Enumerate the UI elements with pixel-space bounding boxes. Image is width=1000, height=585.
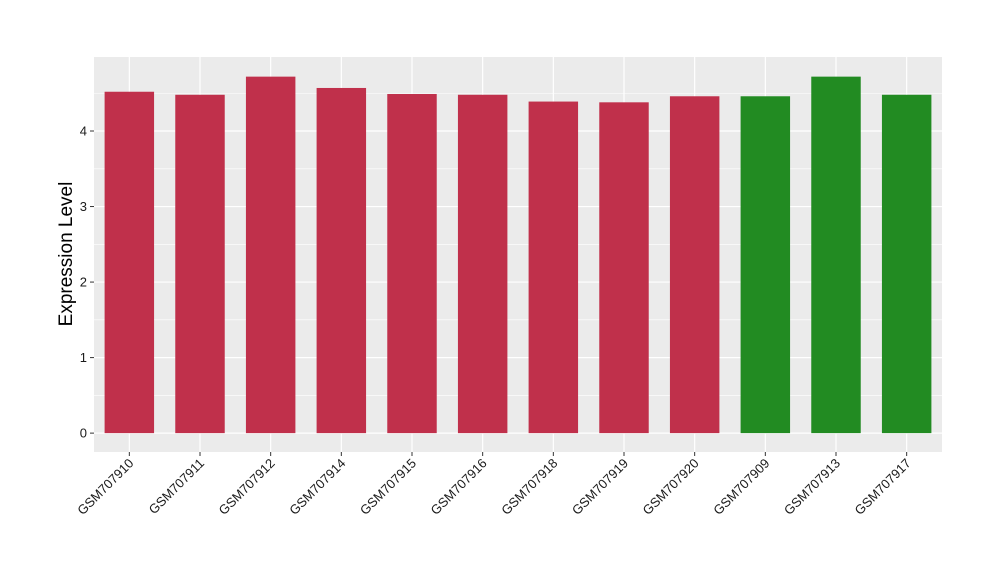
y-axis-label: Expression Level <box>56 182 77 327</box>
x-tick-label: GSM707910 <box>74 456 136 518</box>
bar <box>387 94 437 434</box>
minor-gridlines <box>94 92 942 396</box>
x-tick-label: GSM707918 <box>498 456 560 518</box>
x-tick-label: GSM707912 <box>216 456 278 518</box>
bar <box>316 87 367 434</box>
x-tick-label: GSM707920 <box>640 456 702 518</box>
plot-panel <box>94 57 942 452</box>
bar <box>245 76 296 434</box>
bar <box>669 96 720 434</box>
x-tick-label: GSM707915 <box>357 456 419 518</box>
x-tick-label: GSM707919 <box>569 456 631 518</box>
bar <box>881 94 932 434</box>
bar <box>457 94 508 434</box>
y-tick-label: 3 <box>80 199 87 214</box>
bar <box>811 76 861 434</box>
bar <box>528 101 579 434</box>
y-tick-label: 2 <box>80 275 87 290</box>
y-tick-label: 1 <box>80 350 87 365</box>
y-axis: 0 1 2 3 4 <box>80 124 94 441</box>
bar <box>175 94 225 434</box>
bar <box>104 91 155 434</box>
y-tick-label: 0 <box>80 426 87 441</box>
x-tick-label: GSM707917 <box>852 456 914 518</box>
x-tick-label: GSM707916 <box>428 456 490 518</box>
x-tick-label: GSM707911 <box>146 456 208 518</box>
bar <box>740 96 791 434</box>
bar <box>599 102 649 434</box>
x-tick-label: GSM707909 <box>710 456 772 518</box>
y-tick-label: 4 <box>80 124 87 139</box>
x-tick-label: GSM707913 <box>781 456 843 518</box>
x-axis: GSM707910 GSM707911 GSM707912 GSM707914 GSM7… <box>74 452 914 518</box>
x-tick-label: GSM707914 <box>286 456 348 518</box>
bars <box>104 76 932 434</box>
